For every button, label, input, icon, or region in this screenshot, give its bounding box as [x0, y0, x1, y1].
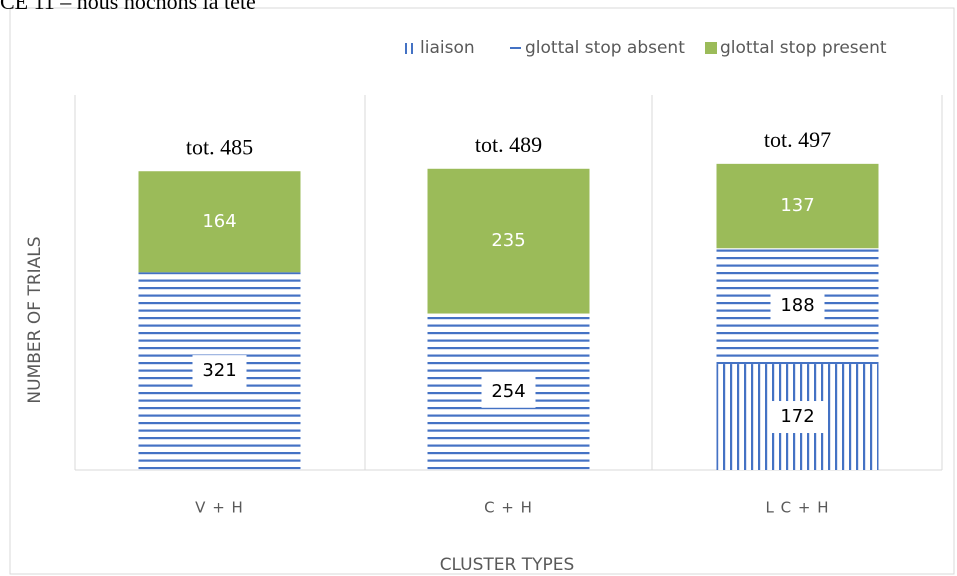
x-tick-label: C + H — [484, 499, 533, 517]
data-label: 172 — [780, 406, 814, 427]
data-label-box — [770, 290, 825, 323]
bar-segment — [716, 163, 879, 249]
total-label: tot. 489 — [475, 132, 542, 157]
x-tick-label: L C + H — [766, 499, 830, 517]
data-label: 254 — [491, 381, 525, 402]
total-label: tot. 485 — [186, 134, 253, 159]
chart-title: CE 11 – nous hochons la tête — [0, 0, 256, 14]
legend-swatch — [705, 42, 717, 54]
legend-swatch — [405, 43, 407, 54]
y-axis-title: NUMBER OF TRIALS — [25, 236, 45, 403]
legend-label: liaison — [420, 38, 475, 58]
legend-swatch — [411, 43, 413, 54]
data-label: 137 — [780, 195, 814, 216]
legend-label: glottal stop absent — [525, 38, 685, 58]
legend-swatch — [510, 47, 521, 49]
data-label-box — [481, 375, 536, 408]
legend-label: glottal stop present — [720, 38, 887, 58]
bar-segment — [427, 168, 590, 314]
x-tick-label: V + H — [195, 499, 244, 517]
data-label-box — [770, 401, 825, 434]
x-axis-title: CLUSTER TYPES — [440, 555, 575, 575]
data-label: 235 — [491, 230, 525, 251]
data-label-box — [192, 355, 247, 388]
data-label: 188 — [780, 295, 814, 316]
data-label: 164 — [202, 211, 236, 232]
bar-segment — [138, 171, 301, 273]
data-label: 321 — [202, 360, 236, 381]
total-label: tot. 497 — [764, 127, 831, 152]
